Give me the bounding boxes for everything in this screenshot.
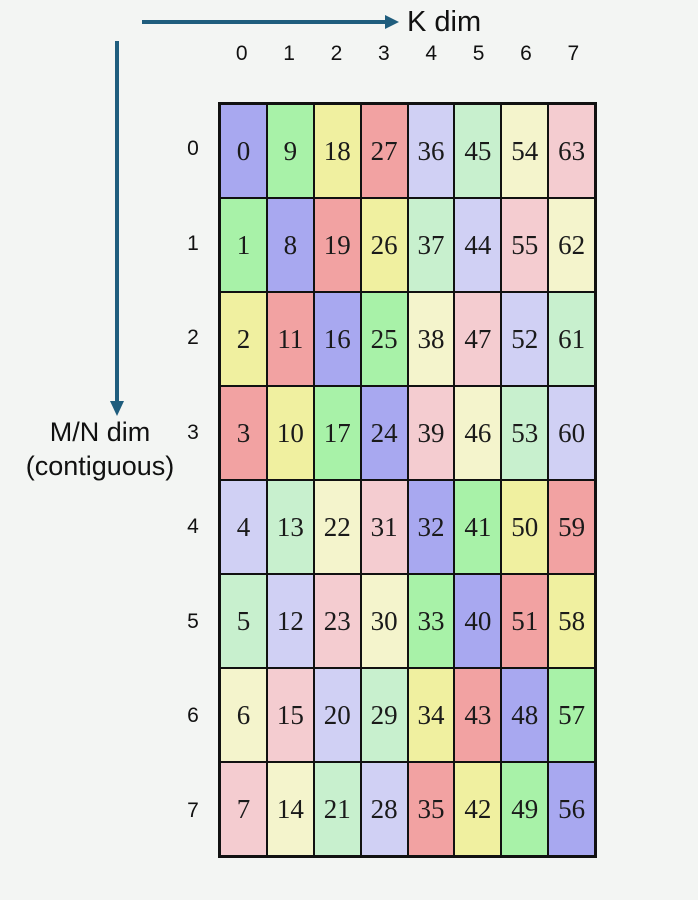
grid-cell: 62: [548, 198, 595, 292]
mn-dim-label-line2: (contiguous): [25, 451, 175, 481]
grid-cell: 1: [220, 198, 267, 292]
grid-cell: 52: [501, 292, 549, 386]
k-dim-arrow-icon: [142, 15, 399, 29]
grid-cell: 6: [220, 668, 267, 762]
grid-cell: 3: [220, 386, 267, 480]
grid-cell: 49: [501, 762, 549, 856]
grid-cell: 50: [501, 480, 549, 574]
grid-cell: 46: [454, 386, 502, 480]
grid-cell: 61: [548, 292, 595, 386]
grid-cell: 58: [548, 574, 595, 668]
grid-cell: 53: [501, 386, 549, 480]
grid-cell: 31: [360, 480, 408, 574]
grid-cell: 55: [501, 198, 549, 292]
column-header: 6: [520, 42, 532, 65]
grid-cell: 29: [360, 668, 408, 762]
grid-cell: 13: [266, 480, 314, 574]
row-header: 5: [187, 609, 199, 633]
row-header: 0: [187, 137, 199, 161]
row-headers: 0 1 2 3 4 5 6 7: [175, 102, 211, 858]
row-header: 6: [187, 704, 199, 728]
grid-cell: 42: [454, 762, 502, 856]
grid-cell: 26: [360, 198, 408, 292]
grid-cell: 17: [313, 386, 361, 480]
grid-cell: 37: [407, 198, 455, 292]
column-header: 3: [377, 42, 390, 65]
column-header: 1: [283, 42, 295, 65]
row-header: 3: [187, 420, 199, 444]
grid-cell: 23: [313, 574, 361, 668]
grid-cell: 16: [313, 292, 361, 386]
grid-cell: 43: [454, 668, 502, 762]
grid-cell: 32: [407, 480, 455, 574]
grid-cell: 48: [501, 668, 549, 762]
grid-cell: 39: [407, 386, 455, 480]
grid-cell: 5: [220, 574, 267, 668]
grid-cell: 63: [548, 104, 595, 198]
grid-cell: 47: [454, 292, 502, 386]
grid-cell: 41: [454, 480, 502, 574]
column-header: 4: [425, 42, 438, 65]
grid-cell: 40: [454, 574, 502, 668]
grid-cell: 33: [407, 574, 455, 668]
grid-cell: 56: [548, 762, 595, 856]
grid-cell: 22: [313, 480, 361, 574]
grid-cell: 36: [407, 104, 455, 198]
grid-cell: 34: [407, 668, 455, 762]
column-header: 2: [330, 42, 343, 65]
k-dim-label: K dim: [407, 6, 482, 38]
grid-cell: 44: [454, 198, 502, 292]
grid-cell: 9: [266, 104, 314, 198]
grid-cell: 19: [313, 198, 361, 292]
grid-cell: 28: [360, 762, 408, 856]
grid-cell: 0: [220, 104, 267, 198]
matrix-grid: 0 9 18 27 36 45 54 63 1 8 19 26 37 44 55 62 2 11 16 25 38 47 5…: [218, 102, 597, 858]
grid-cell: 24: [360, 386, 408, 480]
column-header: 5: [472, 42, 485, 65]
grid-cell: 14: [266, 762, 314, 856]
grid-cell: 45: [454, 104, 502, 198]
grid-cell: 59: [548, 480, 595, 574]
row-header: 1: [187, 231, 199, 255]
row-header: 7: [187, 798, 199, 822]
grid-cell: 38: [407, 292, 455, 386]
grid-cell: 8: [266, 198, 314, 292]
column-header: 0: [235, 42, 248, 65]
mn-dim-label: M/N dim (contiguous): [5, 415, 195, 483]
grid-cell: 35: [407, 762, 455, 856]
grid-cell: 11: [266, 292, 314, 386]
grid-cell: 25: [360, 292, 408, 386]
row-header: 4: [187, 515, 199, 539]
grid-cell: 4: [220, 480, 267, 574]
grid-cell: 18: [313, 104, 361, 198]
grid-cell: 27: [360, 104, 408, 198]
grid-cell: 20: [313, 668, 361, 762]
grid-cell: 7: [220, 762, 267, 856]
grid-cell: 15: [266, 668, 314, 762]
grid-cell: 51: [501, 574, 549, 668]
mn-dim-label-line1: M/N dim: [49, 417, 151, 447]
grid-cell: 2: [220, 292, 267, 386]
mn-dim-arrow-icon: [110, 41, 124, 416]
column-header: 7: [567, 42, 580, 65]
row-header: 2: [187, 326, 199, 350]
grid-cell: 54: [501, 104, 549, 198]
column-headers: 0 1 2 3 4 5 6 7: [218, 42, 597, 68]
grid-cell: 30: [360, 574, 408, 668]
grid-cell: 21: [313, 762, 361, 856]
grid-cell: 12: [266, 574, 314, 668]
grid-cell: 10: [266, 386, 314, 480]
grid-cell: 57: [548, 668, 595, 762]
grid-cell: 60: [548, 386, 595, 480]
